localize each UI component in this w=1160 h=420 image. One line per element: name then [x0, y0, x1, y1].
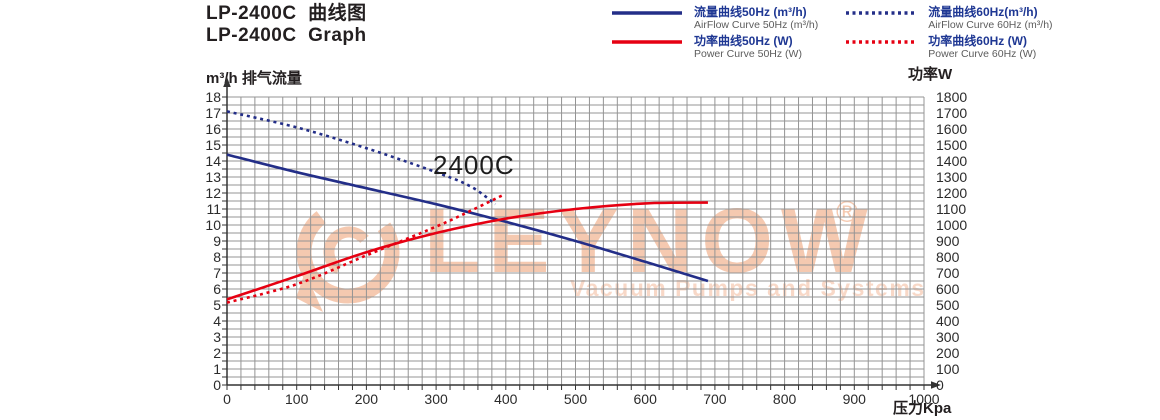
model-annotation: 2400C: [433, 150, 515, 180]
y-left-tick-label: 10: [205, 217, 221, 233]
legend-swatch-solid-line: [612, 11, 682, 15]
y-left-tick-label: 12: [205, 185, 221, 201]
x-tick-label: 100: [285, 391, 309, 407]
x-tick-label: 800: [773, 391, 797, 407]
y-left-tick-label: 5: [213, 297, 221, 313]
right-axis-title: 功率W: [908, 66, 953, 83]
y-right-tick-label: 700: [936, 265, 960, 281]
y-left-tick-label: 0: [213, 377, 221, 393]
legend-swatch-dotted-line: [846, 11, 917, 15]
legend-item-power-60hz: 功率曲线60Hz (W) Power Curve 60Hz (W): [844, 34, 1052, 60]
tick-label-layer: 0123456789101112131415161718010020030040…: [205, 89, 967, 407]
legend-item-airflow-50hz: 流量曲线50Hz (m³/h) AirFlow Curve 50Hz (m³/h): [610, 5, 818, 31]
y-right-tick-label: 1600: [936, 121, 967, 137]
series-airflow-curve-60hz: [226, 110, 497, 206]
left-axis-title: m³/h 排气流量: [206, 70, 302, 87]
y-right-tick-label: 200: [936, 345, 960, 361]
y-right-tick-label: 900: [936, 233, 960, 249]
x-tick-label: 600: [634, 391, 658, 407]
series-power-curve-60hz: [226, 194, 503, 304]
y-right-tick-label: 1300: [936, 169, 967, 185]
legend-swatch-solid-line: [612, 40, 682, 44]
logo-tail: [296, 272, 323, 312]
legend-label-zh: 功率曲线50Hz (W): [694, 34, 793, 48]
legend-item-airflow-60hz: 流量曲线60Hz(m³/h) AirFlow Curve 60Hz (m³/h): [844, 5, 1053, 31]
x-tick-label: 400: [494, 391, 518, 407]
legend: 流量曲线50Hz (m³/h) AirFlow Curve 50Hz (m³/h)…: [610, 5, 1053, 60]
watermark: LEYNOW ® Vacuum Pumps and Systems: [296, 190, 924, 312]
y-right-tick-label: 1500: [936, 137, 967, 153]
series-layer: [226, 110, 709, 304]
y-left-tick-label: 18: [205, 89, 221, 105]
y-right-tick-label: 300: [936, 329, 960, 345]
page-title: LP-2400C 曲线图 LP-2400C Graph: [206, 3, 367, 47]
x-tick-label: 1000: [908, 391, 939, 407]
legend-label-en: AirFlow Curve 50Hz (m³/h): [694, 19, 819, 31]
y-right-tick-label: 0: [936, 377, 944, 393]
legend-item-power-50hz: 功率曲线50Hz (W) Power Curve 50Hz (W): [610, 34, 818, 60]
x-tick-label: 500: [564, 391, 588, 407]
y-left-tick-label: 7: [213, 265, 221, 281]
legend-label-en: AirFlow Curve 60Hz (m³/h): [928, 19, 1053, 31]
y-left-tick-label: 3: [213, 329, 221, 345]
series-airflow-curve-50hz: [226, 153, 709, 283]
y-right-tick-label: 1700: [936, 105, 967, 121]
y-right-tick-label: 1800: [936, 89, 967, 105]
x-tick-label: 700: [703, 391, 727, 407]
axis-layer: [222, 77, 941, 390]
y-axis-arrow-icon: [223, 77, 231, 87]
y-left-tick-label: 6: [213, 281, 221, 297]
series-power-curve-50hz: [226, 201, 708, 301]
y-left-tick-label: 16: [205, 121, 221, 137]
y-right-tick-label: 400: [936, 313, 960, 329]
x-tick-label: 300: [424, 391, 448, 407]
y-left-tick-label: 17: [205, 105, 221, 121]
y-left-tick-label: 8: [213, 249, 221, 265]
y-left-tick-label: 13: [205, 169, 221, 185]
legend-swatch-dotted-line: [846, 40, 917, 44]
y-left-tick-label: 14: [205, 153, 221, 169]
y-left-tick-label: 15: [205, 137, 221, 153]
x-axis-title: 压力Kpa: [893, 400, 952, 417]
registered-icon: ®: [836, 196, 858, 229]
title-zh: LP-2400C 曲线图: [206, 3, 367, 24]
y-right-tick-label: 1400: [936, 153, 967, 169]
title-en: LP-2400C Graph: [206, 25, 367, 46]
y-right-tick-label: 800: [936, 249, 960, 265]
y-left-tick-label: 9: [213, 233, 221, 249]
y-left-tick-label: 2: [213, 345, 221, 361]
legend-label-zh: 功率曲线60Hz (W): [928, 34, 1027, 48]
x-tick-label: 900: [843, 391, 867, 407]
y-right-tick-label: 1200: [936, 185, 967, 201]
y-right-tick-label: 600: [936, 281, 960, 297]
x-tick-label: 200: [355, 391, 379, 407]
y-left-tick-label: 4: [213, 313, 221, 329]
y-right-tick-label: 500: [936, 297, 960, 313]
x-tick-label: 0: [223, 391, 231, 407]
legend-label-zh: 流量曲线60Hz(m³/h): [928, 5, 1038, 19]
y-left-tick-label: 1: [213, 361, 221, 377]
y-right-tick-label: 1000: [936, 217, 967, 233]
y-right-tick-label: 1100: [936, 201, 966, 217]
x-axis-arrow-icon: [931, 381, 941, 389]
legend-label-en: Power Curve 60Hz (W): [928, 48, 1037, 60]
legend-label-en: Power Curve 50Hz (W): [694, 48, 802, 60]
legend-label-zh: 流量曲线50Hz (m³/h): [694, 5, 807, 19]
y-left-tick-label: 11: [206, 201, 221, 217]
grid-layer: [227, 96, 925, 385]
y-right-tick-label: 100: [936, 361, 960, 377]
